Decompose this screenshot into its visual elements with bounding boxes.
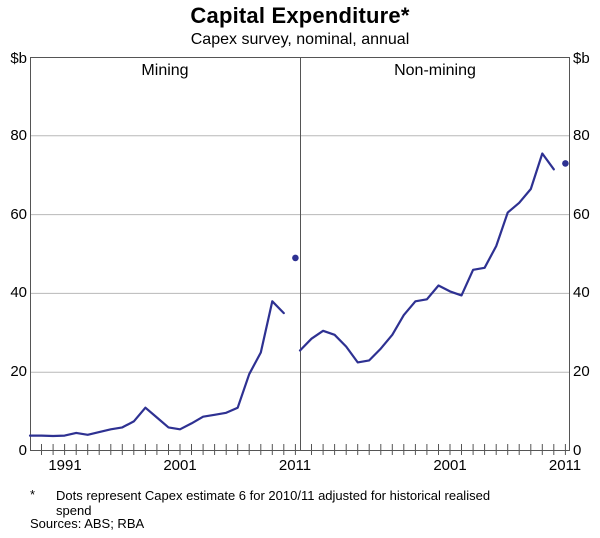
y-tick-label-left-60: 60 [10, 206, 27, 223]
mining-estimate-dot [292, 254, 299, 262]
non-mining-line [298, 152, 555, 364]
x-tick-label-mining-2011: 2011 [278, 457, 312, 474]
y-tick-label-left-20: 20 [10, 363, 27, 380]
y-tick-label-right-20: 20 [573, 363, 590, 380]
sources-line: Sources: ABS; RBA [30, 516, 145, 531]
mining-line [28, 300, 285, 438]
x-tick-label-nonmining-2011: 2011 [548, 457, 582, 474]
panel-label-non-mining: Non-mining [394, 62, 476, 79]
page-title: Capital Expenditure* [190, 3, 410, 28]
y-tick-label-right-40: 40 [573, 284, 590, 301]
plot-frame [30, 57, 570, 451]
x-tick-label-mining-1991: 1991 [48, 457, 82, 474]
chart-subtitle: Capex survey, nominal, annual [190, 31, 410, 48]
footnote-marker: * [30, 487, 36, 502]
y-tick-label-right-80: 80 [573, 127, 590, 144]
plot-area [28, 57, 570, 455]
x-tick-label-nonmining-2001: 2001 [433, 457, 467, 474]
y-tick-label-right-0: 0 [573, 442, 582, 459]
y-tick-label-right-60: 60 [573, 206, 590, 223]
y-axis-unit-right: $b [573, 50, 590, 67]
x-tick-label-mining-2001: 2001 [163, 457, 197, 474]
panel-label-mining: Mining [141, 62, 189, 79]
y-tick-label-left-0: 0 [18, 442, 27, 459]
y-axis-unit-left: $b [10, 50, 27, 67]
footnote-text: Dots represent Capex estimate 6 for 2010… [56, 488, 491, 518]
y-tick-label-left-40: 40 [10, 284, 27, 301]
non-mining-estimate-dot [562, 160, 569, 167]
y-tick-label-left-80: 80 [10, 127, 27, 144]
